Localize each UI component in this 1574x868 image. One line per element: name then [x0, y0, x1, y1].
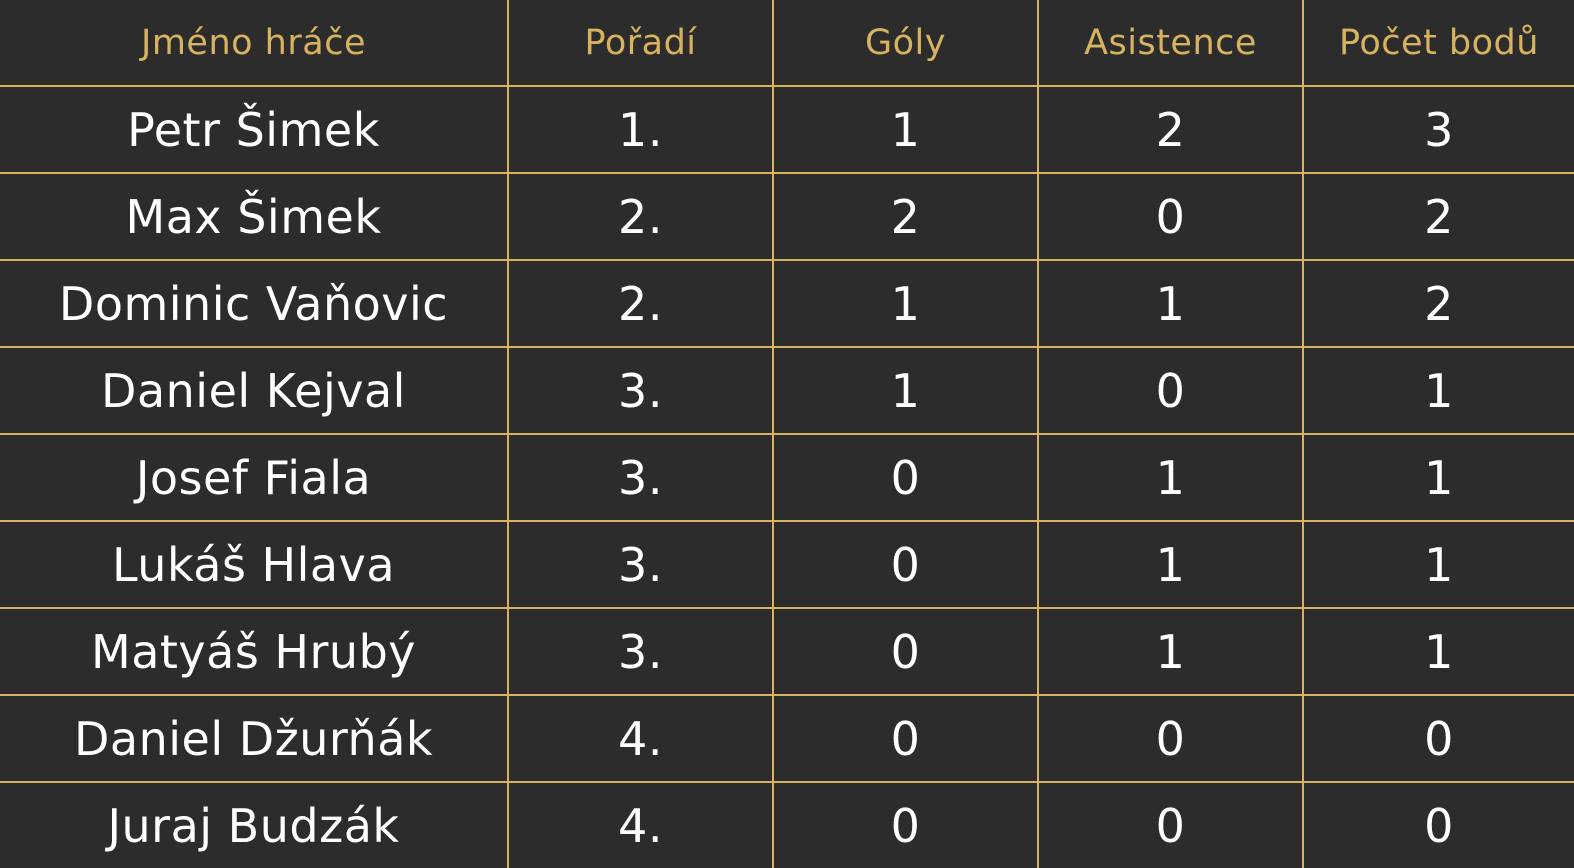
- table-row: Daniel Džurňák 4. 0 0 0: [0, 694, 1574, 783]
- cell-assists: 1: [1037, 607, 1304, 696]
- cell-goals: 0: [772, 781, 1039, 868]
- cell-player-name: Daniel Kejval: [0, 346, 509, 435]
- cell-points: 0: [1302, 781, 1574, 868]
- cell-points: 3: [1302, 85, 1574, 174]
- cell-player-name: Lukáš Hlava: [0, 520, 509, 609]
- cell-points: 1: [1302, 520, 1574, 609]
- table-row: Max Šimek 2. 2 0 2: [0, 172, 1574, 261]
- cell-assists: 0: [1037, 346, 1304, 435]
- cell-rank: 3.: [507, 607, 774, 696]
- header-rank: Pořadí: [507, 0, 774, 87]
- cell-rank: 3.: [507, 520, 774, 609]
- cell-assists: 0: [1037, 781, 1304, 868]
- cell-points: 1: [1302, 433, 1574, 522]
- cell-points: 2: [1302, 259, 1574, 348]
- cell-player-name: Max Šimek: [0, 172, 509, 261]
- header-points: Počet bodů: [1302, 0, 1574, 87]
- cell-rank: 4.: [507, 694, 774, 783]
- header-player-name: Jméno hráče: [0, 0, 509, 87]
- table-row: Dominic Vaňovic 2. 1 1 2: [0, 259, 1574, 348]
- cell-rank: 1.: [507, 85, 774, 174]
- header-goals: Góly: [772, 0, 1039, 87]
- cell-assists: 1: [1037, 433, 1304, 522]
- cell-goals: 0: [772, 694, 1039, 783]
- cell-points: 1: [1302, 607, 1574, 696]
- cell-goals: 2: [772, 172, 1039, 261]
- cell-goals: 1: [772, 85, 1039, 174]
- cell-goals: 1: [772, 346, 1039, 435]
- cell-points: 0: [1302, 694, 1574, 783]
- cell-assists: 0: [1037, 172, 1304, 261]
- cell-player-name: Petr Šimek: [0, 85, 509, 174]
- cell-assists: 1: [1037, 259, 1304, 348]
- table-row: Juraj Budzák 4. 0 0 0: [0, 781, 1574, 868]
- cell-player-name: Juraj Budzák: [0, 781, 509, 868]
- table-row: Petr Šimek 1. 1 2 3: [0, 85, 1574, 174]
- table-row: Josef Fiala 3. 0 1 1: [0, 433, 1574, 522]
- cell-player-name: Josef Fiala: [0, 433, 509, 522]
- cell-player-name: Daniel Džurňák: [0, 694, 509, 783]
- table-row: Lukáš Hlava 3. 0 1 1: [0, 520, 1574, 609]
- table-row: Matyáš Hrubý 3. 0 1 1: [0, 607, 1574, 696]
- cell-assists: 1: [1037, 520, 1304, 609]
- cell-goals: 0: [772, 520, 1039, 609]
- cell-player-name: Matyáš Hrubý: [0, 607, 509, 696]
- cell-assists: 0: [1037, 694, 1304, 783]
- header-assists: Asistence: [1037, 0, 1304, 87]
- cell-points: 2: [1302, 172, 1574, 261]
- cell-rank: 2.: [507, 259, 774, 348]
- header-row: Jméno hráče Pořadí Góly Asistence Počet …: [0, 0, 1574, 87]
- cell-points: 1: [1302, 346, 1574, 435]
- cell-rank: 3.: [507, 433, 774, 522]
- cell-goals: 0: [772, 433, 1039, 522]
- cell-rank: 4.: [507, 781, 774, 868]
- cell-assists: 2: [1037, 85, 1304, 174]
- cell-rank: 2.: [507, 172, 774, 261]
- cell-rank: 3.: [507, 346, 774, 435]
- cell-player-name: Dominic Vaňovic: [0, 259, 509, 348]
- cell-goals: 1: [772, 259, 1039, 348]
- cell-goals: 0: [772, 607, 1039, 696]
- table-row: Daniel Kejval 3. 1 0 1: [0, 346, 1574, 435]
